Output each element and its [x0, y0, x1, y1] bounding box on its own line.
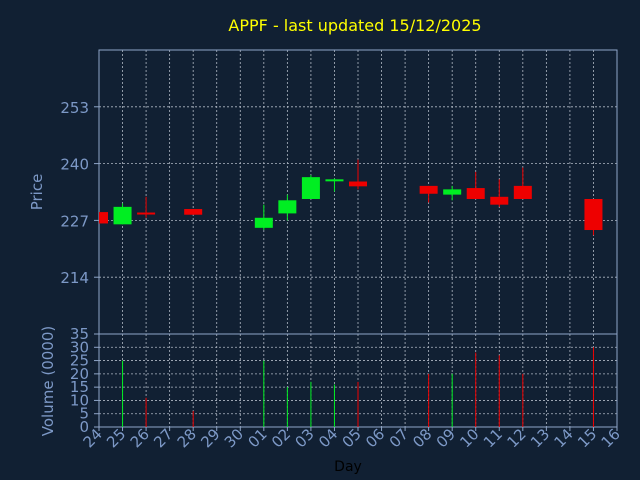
price-tick-label: 214	[60, 269, 89, 287]
volume-tick-label: 15	[70, 378, 89, 396]
volume-tick-label: 20	[70, 365, 89, 383]
x-tick-label: 02	[268, 425, 294, 451]
price-tick-label: 227	[60, 212, 89, 230]
x-axis: 2425262728293001020304050607080910111213…	[80, 425, 624, 451]
chart-title: APPF - last updated 15/12/2025	[228, 16, 481, 35]
x-tick-label: 14	[551, 425, 577, 451]
candle-body	[349, 181, 367, 187]
x-tick-label: 09	[433, 425, 459, 451]
candle-body	[584, 198, 603, 231]
price-tick-label: 253	[60, 99, 89, 117]
x-tick-label: 13	[527, 425, 553, 451]
candle-body	[278, 200, 297, 214]
volume-tick-label: 25	[70, 352, 89, 370]
x-tick-label: 26	[127, 425, 153, 451]
candle-body	[99, 212, 108, 224]
x-tick-label: 28	[174, 425, 200, 451]
x-tick-label: 29	[197, 425, 223, 451]
x-tick-label: 30	[221, 425, 247, 451]
candle-body	[113, 206, 132, 225]
candles	[99, 159, 603, 236]
x-tick-label: 27	[150, 425, 176, 451]
volume-tick-label: 30	[70, 338, 89, 356]
price-axis-label: Price	[28, 174, 46, 211]
x-tick-label: 06	[362, 425, 388, 451]
volume-axis-label: Volume (0000)	[39, 326, 57, 436]
candle-body	[184, 209, 203, 215]
candle-body	[419, 185, 438, 194]
volume-tick-label: 10	[70, 391, 89, 409]
price-tick-label: 240	[60, 156, 89, 174]
x-tick-label: 04	[315, 425, 341, 451]
x-tick-label: 10	[456, 425, 482, 451]
x-tick-label: 12	[503, 425, 529, 451]
volume-tick-label: 5	[79, 405, 89, 423]
x-tick-label: 15	[574, 425, 600, 451]
candle-body	[443, 189, 462, 195]
x-axis-label: Day	[334, 459, 362, 475]
candle-body	[137, 212, 156, 215]
candle-body	[466, 188, 485, 199]
candle-body	[490, 196, 509, 205]
volume-tick-label: 35	[70, 325, 89, 343]
candle-body	[513, 185, 532, 199]
x-tick-label: 05	[339, 425, 365, 451]
x-tick-label: 03	[292, 425, 318, 451]
volume-tick-label: 0	[79, 418, 89, 436]
x-tick-label: 07	[386, 425, 412, 451]
candle-body	[301, 177, 320, 199]
price-panel: 214 227 240 253	[60, 49, 618, 335]
x-tick-label: 08	[409, 425, 435, 451]
candle-body	[325, 179, 344, 182]
x-tick-label: 25	[103, 425, 129, 451]
x-tick-label: 16	[598, 425, 624, 451]
x-tick-label: 11	[480, 425, 506, 451]
candle-body	[254, 217, 273, 228]
x-tick-label: 01	[244, 425, 270, 451]
